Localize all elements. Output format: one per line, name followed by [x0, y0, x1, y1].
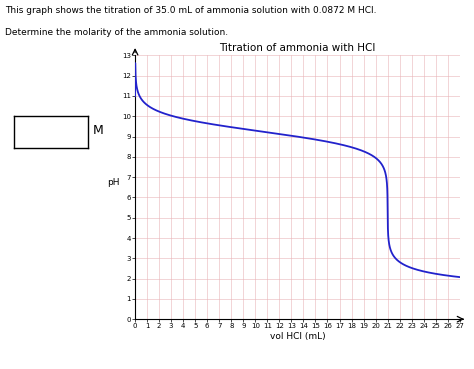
Text: Determine the molarity of the ammonia solution.: Determine the molarity of the ammonia so… [5, 28, 228, 37]
Y-axis label: pH: pH [107, 178, 120, 187]
Text: This graph shows the titration of 35.0 mL of ammonia solution with 0.0872 M HCl.: This graph shows the titration of 35.0 m… [5, 6, 376, 14]
Text: M: M [92, 124, 103, 138]
X-axis label: vol HCl (mL): vol HCl (mL) [270, 332, 325, 341]
Title: Titration of ammonia with HCl: Titration of ammonia with HCl [219, 43, 375, 53]
